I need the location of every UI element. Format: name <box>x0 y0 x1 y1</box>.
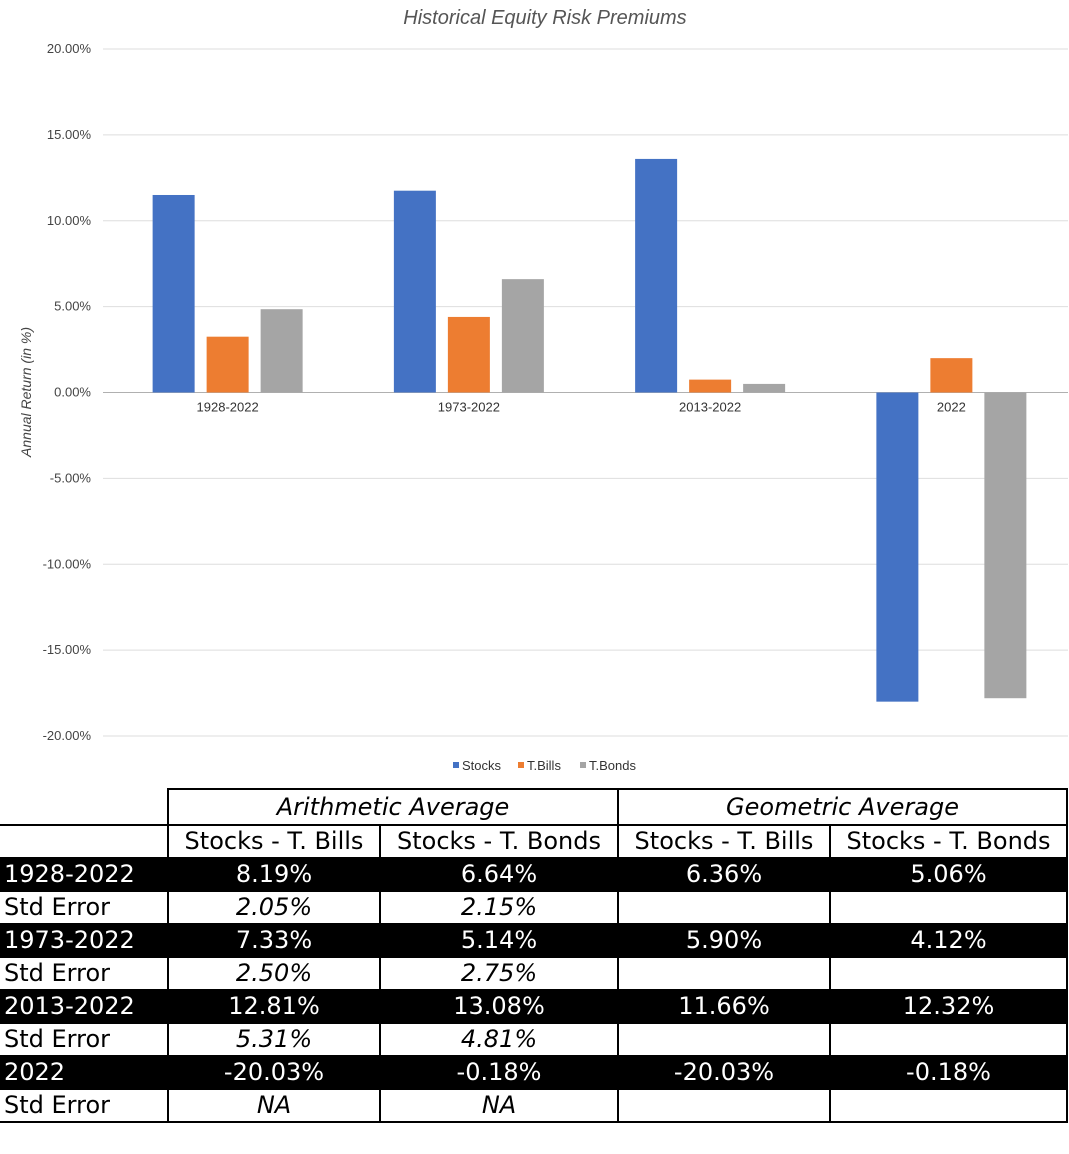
table-sub-corner-cell <box>0 824 169 859</box>
legend-label: T.Bonds <box>589 758 636 773</box>
table-cell: 7.33% <box>167 923 381 958</box>
table-cell: NA <box>379 1088 619 1123</box>
bar-t-bonds <box>501 279 544 393</box>
row-label: Std Error <box>0 1022 169 1057</box>
row-label: 1973-2022 <box>0 923 169 958</box>
table-cell <box>617 890 831 925</box>
table-cell: 2.05% <box>167 890 381 925</box>
sub-header-geo-bills: Stocks - T. Bills <box>617 824 831 859</box>
table-sub-header-row: Stocks - T. Bills Stocks - T. Bonds Stoc… <box>0 824 1069 859</box>
legend-swatch <box>518 762 524 768</box>
x-category-label: 1928-2022 <box>197 400 259 415</box>
y-tick-label: -10.00% <box>43 556 92 571</box>
table-corner-cell <box>0 789 169 826</box>
table-row: Std Error 2.50% 2.75% <box>0 956 1069 991</box>
bar-stocks <box>876 392 919 702</box>
x-category-label: 2013-2022 <box>679 400 741 415</box>
table-row: 1928-2022 8.19% 6.64% 6.36% 5.06% <box>0 857 1069 892</box>
bar-chart: Historical Equity Risk Premiums Annual Re… <box>18 7 1068 773</box>
table-cell: 5.14% <box>379 923 619 958</box>
y-axis-title: Annual Return (in %) <box>18 327 34 458</box>
table-cell: 5.31% <box>167 1022 381 1057</box>
table-cell: 4.12% <box>828 923 1069 958</box>
sub-header-arith-bills: Stocks - T. Bills <box>167 824 381 859</box>
table-cell: NA <box>167 1088 381 1123</box>
bar-t-bills <box>930 358 973 393</box>
chart-svg: Historical Equity Risk Premiums Annual Re… <box>18 7 1068 773</box>
table-cell: -20.03% <box>167 1055 381 1090</box>
geometric-average-header: Geometric Average <box>616 788 1069 826</box>
legend-swatch <box>453 762 459 768</box>
table-cell: 5.90% <box>617 923 831 958</box>
table-row: Std Error 5.31% 4.81% <box>0 1022 1069 1057</box>
bar-t-bonds <box>743 383 786 393</box>
table-body: 1928-2022 8.19% 6.64% 6.36% 5.06% Std Error 2.… <box>0 857 1069 1123</box>
legend-label: Stocks <box>462 758 502 773</box>
table-cell <box>828 1022 1069 1057</box>
y-tick-label: 20.00% <box>47 41 92 56</box>
sub-header-arith-bonds: Stocks - T. Bonds <box>379 824 619 859</box>
table-cell: 2.15% <box>379 890 619 925</box>
bar-t-bills <box>447 316 490 393</box>
table-cell <box>828 956 1069 991</box>
table-cell: 4.81% <box>379 1022 619 1057</box>
y-tick-label: 15.00% <box>47 127 92 142</box>
row-label: Std Error <box>0 1088 169 1123</box>
chart-title: Historical Equity Risk Premiums <box>403 7 686 29</box>
x-category-label: 2022 <box>937 400 966 415</box>
row-label: 1928-2022 <box>0 857 169 892</box>
table-cell <box>828 1088 1069 1123</box>
table-cell: 11.66% <box>617 989 831 1024</box>
table-cell: 13.08% <box>379 989 619 1024</box>
table-row: 2013-2022 12.81% 13.08% 11.66% 12.32% <box>0 989 1069 1024</box>
table-cell: 12.81% <box>167 989 381 1024</box>
table-row: Std Error 2.05% 2.15% <box>0 890 1069 925</box>
bar-t-bills <box>689 379 732 393</box>
table-cell: 8.19% <box>167 857 381 892</box>
y-tick-label: -15.00% <box>43 642 92 657</box>
table-cell <box>617 1022 831 1057</box>
x-category-label: 1973-2022 <box>438 400 500 415</box>
risk-premium-table: Arithmetic Average Geometric Average Sto… <box>0 788 1069 1123</box>
table-cell: 6.64% <box>379 857 619 892</box>
table-cell: -20.03% <box>617 1055 831 1090</box>
bar-t-bills <box>206 336 249 393</box>
y-tick-label: -5.00% <box>50 470 92 485</box>
table-cell: -0.18% <box>379 1055 619 1090</box>
table-cell: 2.50% <box>167 956 381 991</box>
bar-stocks <box>152 194 195 393</box>
y-tick-label: 10.00% <box>47 213 92 228</box>
table-cell <box>617 1088 831 1123</box>
table-group-header-row: Arithmetic Average Geometric Average <box>0 788 1069 826</box>
table-cell: 5.06% <box>828 857 1069 892</box>
table-cell: -0.18% <box>828 1055 1069 1090</box>
table-cell: 2.75% <box>379 956 619 991</box>
row-label: 2013-2022 <box>0 989 169 1024</box>
bar-t-bonds <box>260 309 303 393</box>
table-cell: 6.36% <box>617 857 831 892</box>
bar-stocks <box>393 190 436 393</box>
y-tick-label: -20.00% <box>43 728 92 743</box>
legend-label: T.Bills <box>527 758 561 773</box>
row-label: 2022 <box>0 1055 169 1090</box>
table-cell <box>828 890 1069 925</box>
arithmetic-average-header: Arithmetic Average <box>167 788 619 826</box>
sub-header-geo-bonds: Stocks - T. Bonds <box>828 824 1069 859</box>
table-row: Std Error NA NA <box>0 1088 1069 1123</box>
row-label: Std Error <box>0 890 169 925</box>
table-row: 2022 -20.03% -0.18% -20.03% -0.18% <box>0 1055 1069 1090</box>
table-row: 1973-2022 7.33% 5.14% 5.90% 4.12% <box>0 923 1069 958</box>
row-label: Std Error <box>0 956 169 991</box>
table-cell: 12.32% <box>828 989 1069 1024</box>
bar-t-bonds <box>984 392 1027 699</box>
legend-swatch <box>580 762 586 768</box>
y-tick-label: 5.00% <box>54 299 91 314</box>
bar-stocks <box>635 158 678 393</box>
risk-premium-table-container: Arithmetic Average Geometric Average Sto… <box>0 788 1069 1150</box>
table-cell <box>617 956 831 991</box>
y-tick-label: 0.00% <box>54 385 91 400</box>
